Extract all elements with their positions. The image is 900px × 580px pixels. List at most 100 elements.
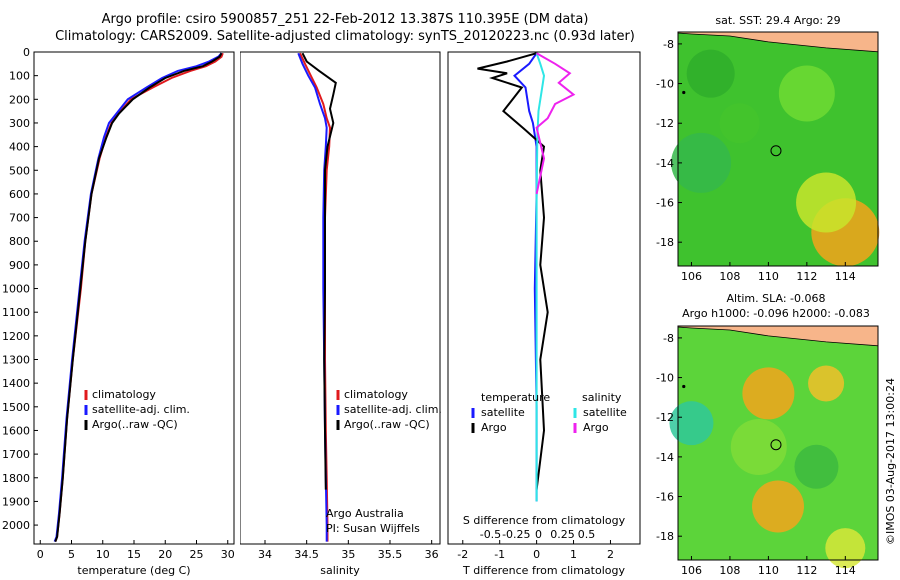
y-tick-label: 900 <box>9 259 30 272</box>
series-line <box>513 52 538 502</box>
x-tick-label: 112 <box>796 270 817 283</box>
legend-label: Argo <box>583 421 609 434</box>
top-x-axis-label: S difference from climatology <box>463 514 626 527</box>
map-anomaly-patch <box>796 172 857 233</box>
x-tick-label: 106 <box>681 270 702 283</box>
y-tick-label: 2000 <box>2 519 30 532</box>
map-anomaly-patch <box>752 480 804 533</box>
x-tick-label: 36 <box>425 548 439 561</box>
y-tick-label: -14 <box>656 451 674 464</box>
top-x-tick-label: 0.25 <box>550 528 575 541</box>
x-tick-label: 114 <box>835 564 856 577</box>
plot-frame <box>447 51 641 545</box>
y-tick-label: 100 <box>9 70 30 83</box>
y-tick-label: 800 <box>9 235 30 248</box>
y-tick-label: 1900 <box>2 495 30 508</box>
map-title-line2: Argo h1000: -0.096 h2000: -0.083 <box>682 307 870 320</box>
x-tick-label: 106 <box>681 564 702 577</box>
imos-credit: ©IMOS 03-Aug-2017 13:00:24 <box>884 378 897 545</box>
x-tick-label: 0 <box>533 548 540 561</box>
legend-label: Argo(..raw -QC) <box>92 418 178 431</box>
y-tick-label: -18 <box>656 236 674 249</box>
y-tick-label: 1200 <box>2 330 30 343</box>
x-tick-label: 35.5 <box>378 548 403 561</box>
legend-label: climatology <box>92 388 156 401</box>
island-dot <box>682 384 686 389</box>
y-tick-label: -12 <box>656 117 674 130</box>
y-tick-label: -14 <box>656 157 674 170</box>
annotation-line: PI: Susan Wijffels <box>326 522 420 535</box>
y-tick-label: 700 <box>9 212 30 225</box>
series-line <box>477 52 549 490</box>
top-x-tick-label: 0 <box>535 528 542 541</box>
top-x-tick-label: -0.25 <box>502 528 530 541</box>
map-anomaly-patch <box>778 65 835 122</box>
x-axis-label: salinity <box>320 564 360 577</box>
y-tick-label: 1400 <box>2 377 30 390</box>
y-tick-label: -18 <box>656 530 674 543</box>
x-tick-label: 34.5 <box>294 548 319 561</box>
map-anomaly-patch <box>808 365 845 402</box>
legend-label: Argo <box>481 421 507 434</box>
x-tick-label: 5 <box>68 548 75 561</box>
map-anomaly-patch <box>742 367 795 420</box>
plot-frame <box>33 51 235 545</box>
series-line <box>535 52 546 502</box>
x-tick-label: 110 <box>758 270 779 283</box>
y-tick-label: -8 <box>663 332 674 345</box>
y-tick-label: -8 <box>663 38 674 51</box>
x-axis-label: temperature (deg C) <box>77 564 190 577</box>
map-anomaly-patch <box>719 103 760 144</box>
x-tick-label: 20 <box>158 548 172 561</box>
x-tick-label: 30 <box>221 548 235 561</box>
x-tick-label: 35 <box>341 548 355 561</box>
map-frame <box>677 325 879 561</box>
y-tick-label: 1500 <box>2 401 30 414</box>
x-tick-label: -1 <box>494 548 505 561</box>
map-frame <box>677 31 879 267</box>
series-line <box>535 52 576 195</box>
series-line <box>54 52 223 542</box>
map-anomaly-patch <box>686 49 735 98</box>
map-anomaly-patch <box>794 444 839 489</box>
legend-label: climatology <box>344 388 408 401</box>
sst-map: sat. SST: 29.4 Argo: 29 106 108 110 112 114 -8… <box>656 14 880 283</box>
legend-header: temperature <box>481 391 550 404</box>
y-tick-label: 400 <box>9 141 30 154</box>
map-anomaly-patch <box>730 418 787 475</box>
x-tick-label: 112 <box>796 564 817 577</box>
map-title: sat. SST: 29.4 Argo: 29 <box>715 14 840 27</box>
x-tick-label: 0 <box>37 548 44 561</box>
argo-position-marker <box>770 145 782 157</box>
sla-map: Altim. SLA: -0.068 Argo h1000: -0.096 h20… <box>656 292 879 577</box>
y-tick-label: 0 <box>23 46 30 59</box>
x-tick-label: 2 <box>607 548 614 561</box>
temperature-plot: 0 5 10 15 20 25 300100200300400500600700800900… <box>2 46 235 577</box>
y-tick-label: 1800 <box>2 472 30 485</box>
x-tick-label: 1 <box>570 548 577 561</box>
argo-position-marker <box>770 439 782 451</box>
series-line <box>301 52 337 490</box>
chart-title-line1: Argo profile: csiro 5900857_251 22-Feb-2… <box>101 12 589 27</box>
y-tick-label: -12 <box>656 411 674 424</box>
y-tick-label: 1600 <box>2 424 30 437</box>
island-dot <box>682 90 686 95</box>
y-tick-label: 300 <box>9 117 30 130</box>
map-title-line1: Altim. SLA: -0.068 <box>726 292 825 305</box>
x-axis-label: T difference from climatology <box>462 564 625 577</box>
x-tick-label: 25 <box>190 548 204 561</box>
y-tick-label: 1700 <box>2 448 30 461</box>
annotation-line: Argo Australia <box>326 507 404 520</box>
map-anomaly-patch <box>671 132 732 193</box>
x-tick-label: 34 <box>258 548 272 561</box>
y-tick-label: 1300 <box>2 354 30 367</box>
x-tick-label: 15 <box>127 548 141 561</box>
chart-title-line2: Climatology: CARS2009. Satellite-adjuste… <box>55 29 635 44</box>
legend-label: satellite-adj. clim. <box>344 403 442 416</box>
legend-header: salinity <box>582 391 622 404</box>
legend-label: satellite <box>481 406 525 419</box>
y-tick-label: -16 <box>656 491 674 504</box>
legend-label: satellite-adj. clim. <box>92 403 190 416</box>
x-tick-label: -2 <box>457 548 468 561</box>
y-tick-label: 600 <box>9 188 30 201</box>
